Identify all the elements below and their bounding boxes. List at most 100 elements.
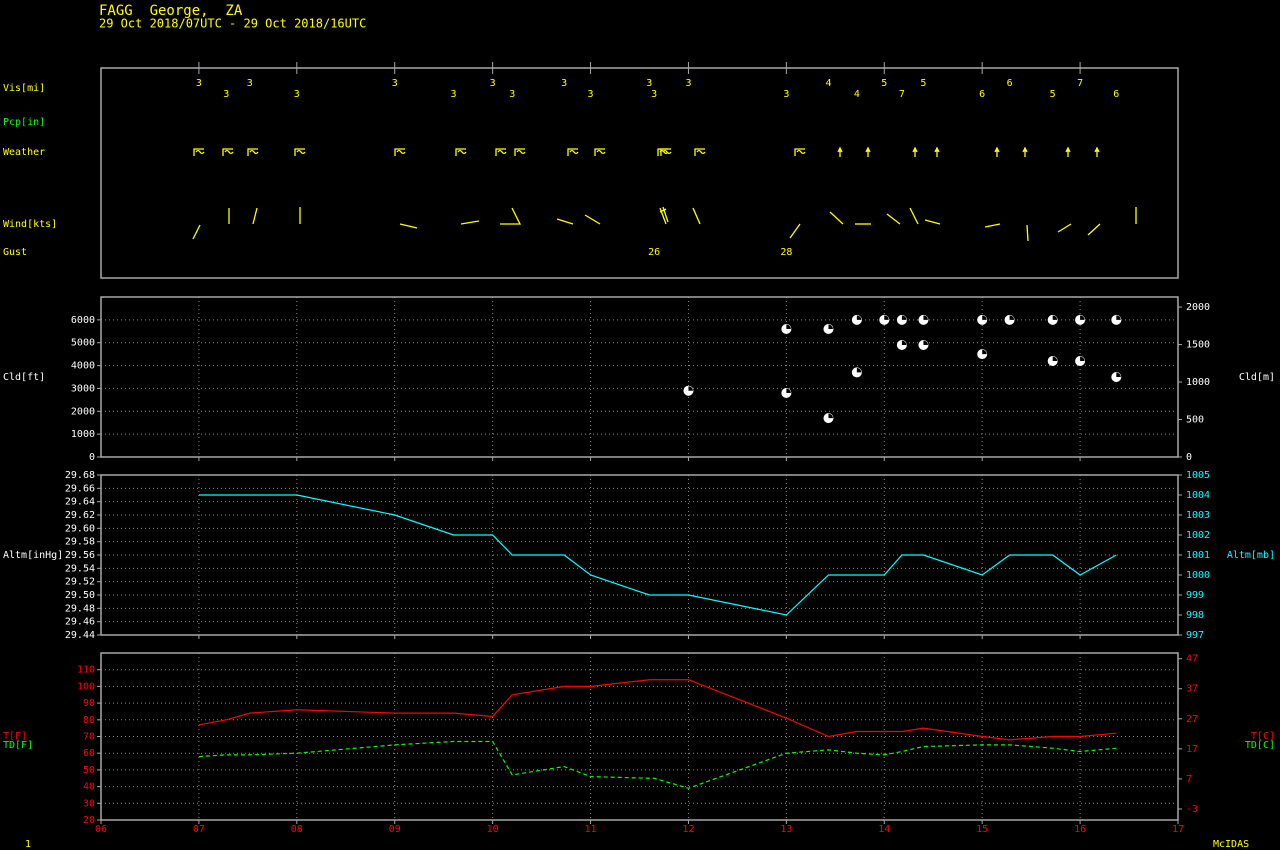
- y-tick-label: 29.52: [65, 577, 95, 588]
- y-tick-label: 29.64: [65, 497, 95, 508]
- series-line: [198, 494, 1117, 616]
- y2-tick-label: 2000: [1186, 302, 1210, 313]
- cloud-cover: [884, 315, 889, 320]
- cloud-cover: [901, 315, 907, 320]
- wind-barbs: [192, 206, 1137, 242]
- value-label: 3: [685, 78, 691, 89]
- weather-symbol: [294, 148, 306, 157]
- cloud-layer: [823, 324, 834, 334]
- x-tick-label: 06: [95, 824, 107, 835]
- value-label: 3: [247, 78, 253, 89]
- y2-tick-label: 1004: [1186, 490, 1210, 501]
- y2-tick-label: 1002: [1186, 530, 1210, 541]
- value-label: 3: [450, 89, 456, 100]
- y-tick-label: 29.56: [65, 550, 95, 561]
- cloud-layer: [977, 349, 988, 360]
- cloud-layer: [683, 385, 694, 396]
- cloud-layer: [1111, 314, 1122, 325]
- series-line: [198, 740, 1117, 789]
- value-label: 3: [509, 89, 515, 100]
- y2-tick-label: 0: [1186, 452, 1192, 463]
- panel-frame: [100, 296, 1179, 458]
- y-tick-label: 90: [83, 698, 95, 709]
- wind-barb: [1087, 223, 1101, 236]
- weather-symbol: [567, 148, 579, 157]
- y2-tick-label: -3: [1186, 804, 1198, 815]
- y-tick-label: 29.48: [65, 603, 95, 614]
- wind-barb: [1026, 224, 1029, 242]
- y-tick-label: 29.68: [65, 470, 95, 481]
- y-tick-label: 40: [83, 782, 95, 793]
- y-tick-label: 1000: [71, 429, 95, 440]
- cloud-cover: [828, 413, 833, 419]
- value-label: 6: [1007, 78, 1013, 89]
- page-number: 1: [25, 839, 31, 850]
- y-tick-label: 29.66: [65, 483, 95, 494]
- value-label: 4: [825, 78, 831, 89]
- y-tick-label: 70: [83, 732, 95, 743]
- panel-frame: [100, 67, 1179, 279]
- cloud-layer: [896, 340, 907, 350]
- wind-barb: [984, 223, 1001, 228]
- y2-tick-label: 37: [1186, 684, 1198, 695]
- y-tick-label: 0: [89, 452, 95, 463]
- cloud-layer: [1047, 314, 1058, 325]
- row-label: Pcp[in]: [3, 117, 45, 128]
- value-label: 6: [979, 89, 985, 100]
- wind-barb: [192, 224, 201, 240]
- y2-tick-label: 1005: [1186, 470, 1210, 481]
- weather-symbol: [247, 148, 259, 157]
- cloud-cover: [1080, 356, 1085, 361]
- value-label: 3: [651, 89, 657, 100]
- cloud-cover: [1052, 315, 1058, 320]
- y-tick-label: 30: [83, 798, 95, 809]
- weather-symbol: [495, 148, 507, 157]
- cloud-cover: [856, 315, 862, 320]
- value-label: 3: [196, 78, 202, 89]
- wind-barb: [886, 213, 901, 225]
- y2-tick-label: 1001: [1186, 550, 1210, 561]
- weather-symbol: [1094, 147, 1100, 158]
- y-tick-label: 3000: [71, 383, 95, 394]
- row-label: Weather: [3, 147, 45, 158]
- x-tick-label: 10: [487, 824, 499, 835]
- y-tick-label: 29.50: [65, 590, 95, 601]
- y2-tick-label: 998: [1186, 610, 1204, 621]
- value-label: 5: [920, 78, 926, 89]
- series-label-right: TD[C]: [1245, 740, 1275, 751]
- weather-symbol: [394, 148, 406, 157]
- y-tick-label: 29.46: [65, 617, 95, 628]
- y2-tick-label: 17: [1186, 744, 1198, 755]
- value-label: 4: [854, 89, 860, 100]
- cloud-layer: [1111, 372, 1122, 382]
- cloud-cover: [856, 367, 862, 373]
- value-label: 7: [1077, 78, 1083, 89]
- series-line: [198, 679, 1117, 741]
- y-tick-label: 20: [83, 815, 95, 826]
- weather-symbol: [514, 148, 526, 157]
- value-label: 3: [561, 78, 567, 89]
- x-tick-label: 09: [389, 824, 401, 835]
- wind-barb: [789, 223, 801, 239]
- cloud-cover: [1080, 315, 1085, 320]
- y-tick-label: 29.60: [65, 523, 95, 534]
- y2-axis-label: Altm[mb]: [1227, 550, 1275, 561]
- y2-tick-label: 47: [1186, 654, 1198, 665]
- cloud-layer: [918, 340, 929, 350]
- weather-symbol: [794, 148, 806, 157]
- x-tick-label: 12: [682, 824, 694, 835]
- y2-tick-label: 7: [1186, 774, 1192, 785]
- cloud-cover: [923, 340, 928, 345]
- cloud-cover: [828, 324, 833, 329]
- weather-symbol: [934, 147, 940, 158]
- weather-symbol: [222, 148, 234, 157]
- y-tick-label: 29.58: [65, 537, 95, 548]
- cloud-cover: [1116, 372, 1121, 377]
- value-label: 26: [648, 247, 660, 258]
- value-label: 3: [294, 89, 300, 100]
- y2-tick-label: 999: [1186, 590, 1204, 601]
- x-tick-label: 16: [1074, 824, 1086, 835]
- cloud-cover: [901, 340, 907, 345]
